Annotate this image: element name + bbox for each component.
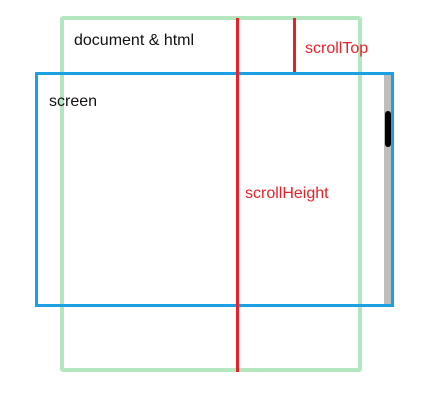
scrollbar-thumb[interactable] (385, 111, 391, 147)
scroll-height-line (236, 18, 239, 372)
scroll-top-line (293, 18, 296, 72)
scroll-height-label: scrollHeight (245, 185, 329, 203)
screen-label: screen (49, 93, 97, 111)
scrollbar-track[interactable] (384, 75, 391, 304)
scroll-top-label: scrollTop (305, 40, 368, 58)
document-html-label: document & html (74, 32, 194, 50)
